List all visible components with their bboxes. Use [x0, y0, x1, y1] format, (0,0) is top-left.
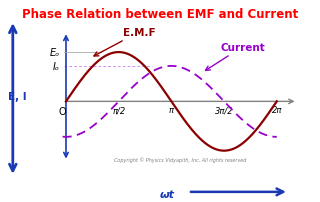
Text: E.M.F: E.M.F: [94, 28, 156, 57]
Text: Phase Relation between EMF and Current: Phase Relation between EMF and Current: [22, 8, 298, 21]
Text: 2π: 2π: [272, 106, 282, 115]
Text: Iₒ: Iₒ: [53, 62, 60, 72]
Text: E, I: E, I: [8, 92, 27, 102]
Text: 3π/2: 3π/2: [215, 106, 233, 115]
Text: Current: Current: [205, 42, 265, 71]
Text: O: O: [58, 107, 66, 117]
Text: Copyright © Physics Vidyapith, Inc. All rights reserved: Copyright © Physics Vidyapith, Inc. All …: [114, 156, 246, 162]
Text: π/2: π/2: [112, 106, 125, 115]
Text: ωt: ωt: [160, 189, 175, 199]
Text: Eₒ: Eₒ: [50, 48, 60, 58]
Text: π: π: [169, 106, 174, 115]
